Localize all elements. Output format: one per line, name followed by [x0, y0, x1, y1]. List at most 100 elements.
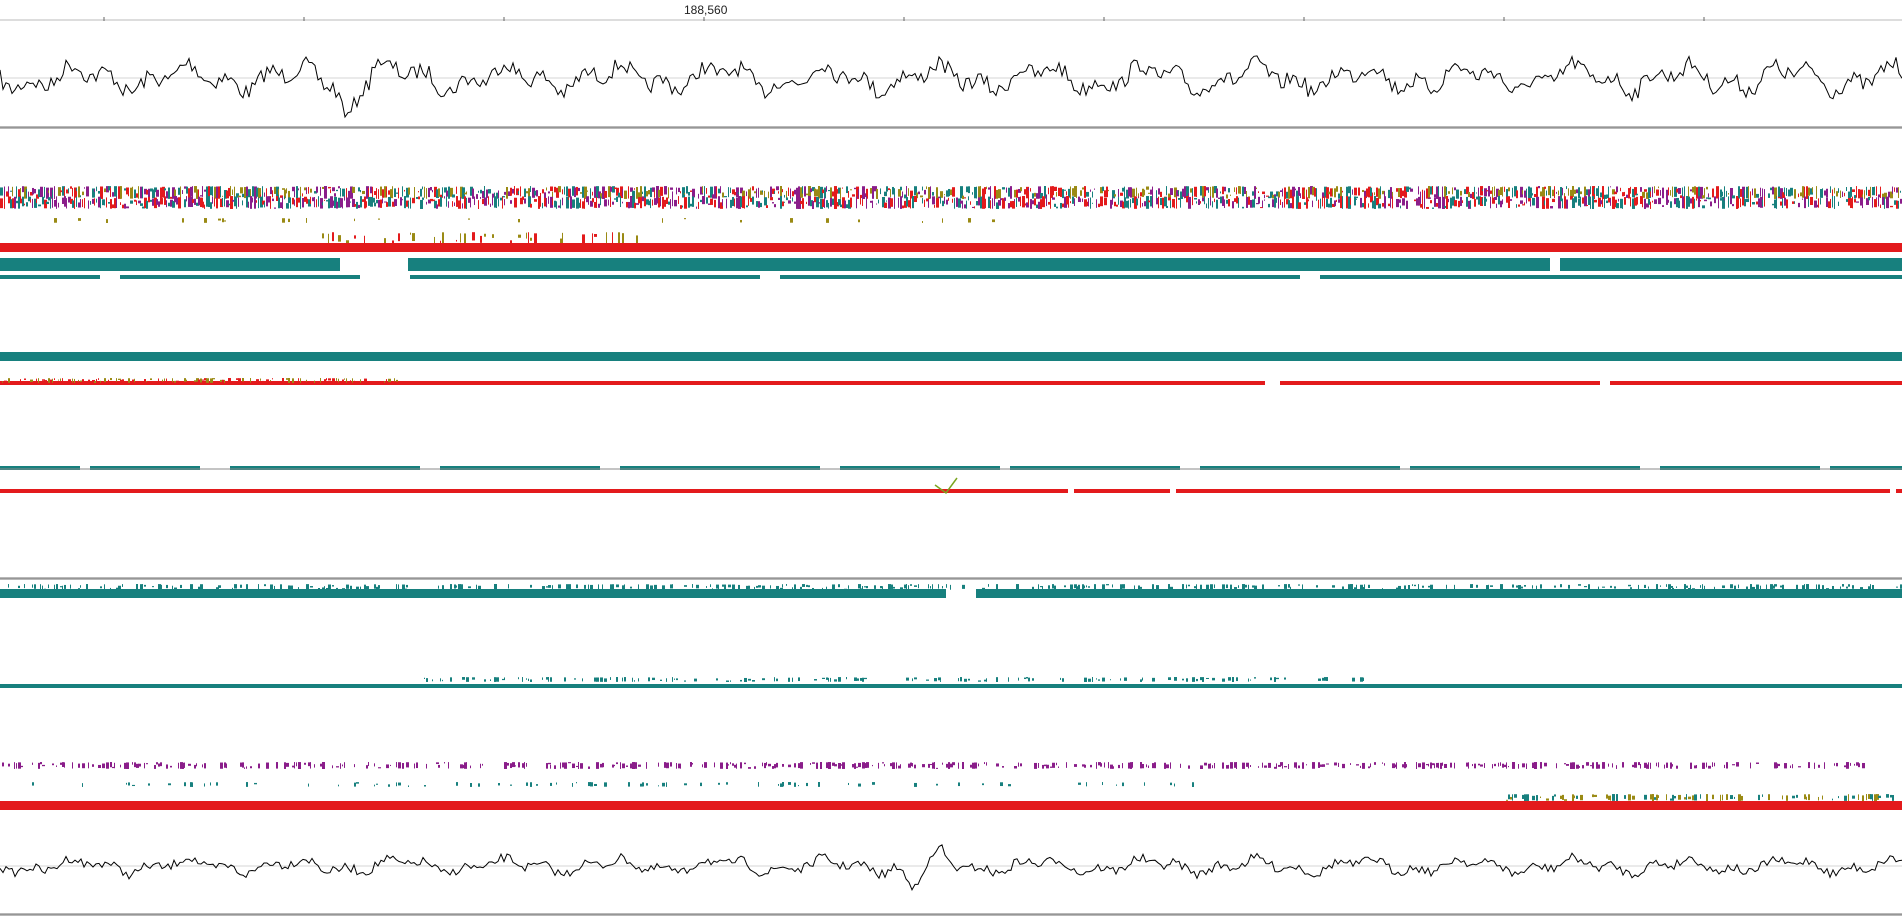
dense-read-mark — [1838, 201, 1839, 207]
sparse-read-mark — [432, 679, 433, 682]
sparse-read-mark — [864, 763, 867, 768]
panel-separator[interactable] — [0, 913, 1902, 916]
sparse-read-mark — [464, 762, 466, 769]
dense-read-mark — [818, 202, 820, 204]
dense-read-mark — [1142, 202, 1143, 207]
sparse-read-mark — [1192, 677, 1195, 682]
dense-read-mark — [640, 197, 642, 209]
dense-read-mark — [1880, 204, 1881, 209]
panel-separator[interactable] — [0, 577, 1902, 580]
sparse-read-mark — [794, 763, 796, 768]
sparse-read-mark — [986, 762, 987, 766]
dense-read-mark — [96, 186, 97, 192]
sparse-read-mark — [382, 381, 384, 383]
dense-read-mark — [996, 189, 998, 199]
sparse-read-mark — [614, 764, 615, 767]
sparse-read-mark — [518, 218, 520, 223]
bottom-trace-panel[interactable] — [0, 844, 1902, 891]
sparse-read-mark — [1594, 794, 1597, 797]
sparse-read-mark — [1138, 585, 1140, 590]
dense-read-mark — [1094, 188, 1095, 190]
sparse-read-mark — [238, 378, 241, 382]
panel-separator[interactable] — [0, 126, 1902, 129]
sparse-read-mark — [166, 584, 168, 589]
sparse-read-mark — [1576, 795, 1578, 799]
dense-read-mark — [1464, 189, 1467, 194]
dense-read-mark — [786, 190, 787, 198]
sparse-read-mark — [856, 766, 858, 768]
sparse-read-mark — [1362, 762, 1365, 769]
dense-read-mark — [962, 195, 964, 199]
sparse-read-mark — [1694, 765, 1696, 769]
sparse-read-mark — [908, 585, 909, 590]
dense-read-mark — [348, 196, 350, 208]
sparse-read-mark — [1156, 585, 1159, 590]
dense-read-mark — [1520, 186, 1523, 198]
dense-read-mark — [146, 200, 148, 209]
sparse-read-mark — [1632, 795, 1635, 800]
dense-read-mark — [1272, 199, 1274, 208]
dense-read-mark — [234, 186, 235, 198]
dense-read-mark — [800, 187, 803, 198]
dense-read-mark — [880, 188, 881, 195]
dense-read-mark — [194, 198, 196, 205]
sparse-read-mark — [1514, 794, 1517, 798]
dense-read-mark — [1860, 197, 1863, 206]
dense-read-mark — [32, 198, 33, 208]
dense-read-mark — [16, 200, 18, 204]
sparse-read-mark — [1498, 762, 1499, 767]
sparse-read-mark — [838, 584, 840, 588]
dense-read-mark — [444, 196, 445, 199]
dense-read-mark — [864, 193, 867, 198]
dense-read-mark — [1354, 196, 1356, 206]
sparse-read-mark — [906, 677, 909, 681]
sparse-read-mark — [288, 585, 290, 590]
middle-alignment-panel[interactable] — [0, 466, 1902, 495]
dense-read-mark — [110, 187, 111, 197]
sparse-read-mark — [1822, 795, 1823, 800]
dense-read-mark — [1896, 200, 1898, 209]
sparse-read-mark — [58, 379, 59, 381]
sparse-read-mark — [1008, 784, 1011, 787]
sparse-read-mark — [1606, 794, 1608, 799]
sparse-read-mark — [1236, 677, 1238, 682]
dense-read-mark — [1478, 187, 1479, 199]
sparse-read-mark — [556, 782, 557, 785]
dense-read-mark — [1486, 190, 1488, 192]
sparse-read-mark — [376, 783, 378, 785]
sparse-read-mark — [690, 762, 692, 767]
dense-read-mark — [696, 206, 697, 209]
sparse-read-mark — [932, 584, 933, 590]
dense-read-mark — [806, 201, 807, 205]
sparse-read-mark — [324, 586, 325, 588]
sparse-read-mark — [1434, 763, 1435, 769]
sparse-read-mark — [1212, 677, 1215, 681]
sparse-read-mark — [1796, 584, 1798, 590]
dense-read-mark — [1858, 189, 1860, 199]
dense-read-mark — [1316, 188, 1317, 198]
sparse-read-mark — [848, 782, 849, 786]
sparse-read-mark — [922, 221, 923, 223]
dense-read-mark — [1136, 187, 1137, 197]
dense-read-mark — [1384, 191, 1385, 198]
dense-read-mark — [46, 201, 49, 205]
dense-alignment-panel[interactable] — [0, 186, 1902, 385]
dense-read-mark — [24, 203, 25, 206]
sparse-read-mark — [518, 677, 519, 680]
dense-read-mark — [232, 189, 233, 195]
dense-read-mark — [1450, 197, 1452, 209]
dense-read-mark — [1110, 199, 1112, 209]
sparse-read-mark — [674, 678, 675, 680]
sparse-read-mark — [1038, 584, 1039, 590]
sparse-read-mark — [354, 380, 355, 383]
dense-read-mark — [966, 200, 967, 209]
dense-read-mark — [538, 196, 540, 209]
sparse-read-mark — [860, 677, 863, 681]
dense-read-mark — [1242, 186, 1244, 197]
dense-read-mark — [1522, 204, 1524, 206]
sparse-read-mark — [732, 763, 734, 766]
top-trace-panel[interactable] — [0, 54, 1902, 119]
dense-read-mark — [464, 192, 467, 195]
lower-alignment-panel[interactable] — [0, 584, 1902, 810]
